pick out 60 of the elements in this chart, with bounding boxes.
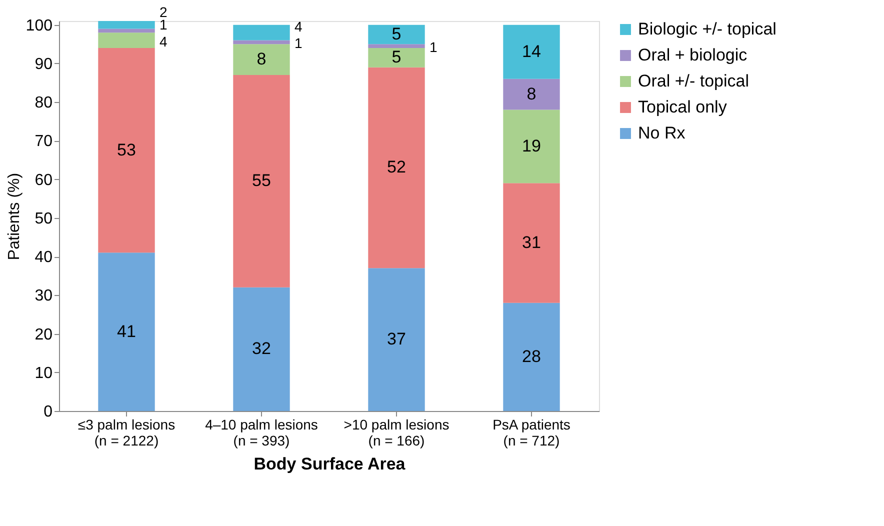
x-tick-label: PsA patients (n = 712) xyxy=(492,416,570,448)
y-tick-label: 100 xyxy=(26,17,53,34)
bar xyxy=(98,252,155,411)
bar xyxy=(368,44,425,48)
bar xyxy=(503,183,560,303)
y-tick-label: 10 xyxy=(34,364,53,382)
y-tick-label: 70 xyxy=(34,133,53,150)
data-label: 31 xyxy=(522,233,541,252)
y-axis-title: Patients (%) xyxy=(6,172,23,260)
legend-label: Topical only xyxy=(638,98,728,116)
y-tick-label: 20 xyxy=(34,326,53,344)
data-label: 5 xyxy=(392,48,402,67)
bar xyxy=(98,32,155,48)
bar xyxy=(368,67,425,268)
bar xyxy=(503,302,560,411)
bar xyxy=(503,24,560,79)
bar xyxy=(98,48,155,253)
bar xyxy=(503,110,560,184)
data-label: 55 xyxy=(252,171,271,190)
bar xyxy=(233,287,290,411)
data-label: 37 xyxy=(387,330,406,349)
x-tick-label: 4–10 palm lesions (n = 393) xyxy=(205,416,318,448)
data-label: 1 xyxy=(294,35,302,52)
bar xyxy=(98,28,155,33)
data-label: 8 xyxy=(526,84,536,104)
y-tick-label: 40 xyxy=(34,249,53,266)
data-label: 32 xyxy=(252,339,271,358)
y-tick-label: 60 xyxy=(34,172,53,189)
data-label: 53 xyxy=(117,140,136,160)
x-tick-label: >10 palm lesions (n = 166) xyxy=(344,416,450,448)
legend-label: Oral + biologic xyxy=(638,46,748,64)
data-label: 8 xyxy=(256,50,266,69)
bar xyxy=(98,21,155,29)
y-tick-label: 90 xyxy=(34,56,53,73)
data-label: 41 xyxy=(117,322,136,341)
bar xyxy=(503,78,560,110)
data-label: 4 xyxy=(160,33,168,50)
bar xyxy=(233,75,290,288)
data-label: 4 xyxy=(294,18,302,35)
bar xyxy=(233,40,290,44)
data-label: 28 xyxy=(522,346,541,366)
bar xyxy=(233,44,290,76)
y-tick-label: 80 xyxy=(34,94,53,112)
legend-label: Biologic +/- topical xyxy=(638,20,776,38)
data-label: 19 xyxy=(522,136,541,156)
x-axis-title: Body Surface Area xyxy=(254,454,406,474)
data-label: 14 xyxy=(522,42,541,61)
bar xyxy=(368,24,425,44)
bar xyxy=(368,48,425,68)
y-tick-label: 0 xyxy=(44,404,53,420)
x-tick-label: ≤3 palm lesions (n = 2122) xyxy=(78,416,176,448)
legend-label: Oral +/- topical xyxy=(638,72,750,90)
data-label: 52 xyxy=(387,158,406,177)
legend-label: No Rx xyxy=(638,124,686,142)
data-label: 5 xyxy=(392,24,402,44)
bar xyxy=(233,24,290,40)
bar xyxy=(368,268,425,411)
y-tick-label: 50 xyxy=(34,210,53,228)
data-label: 1 xyxy=(430,39,438,56)
y-tick-label: 30 xyxy=(34,288,53,305)
